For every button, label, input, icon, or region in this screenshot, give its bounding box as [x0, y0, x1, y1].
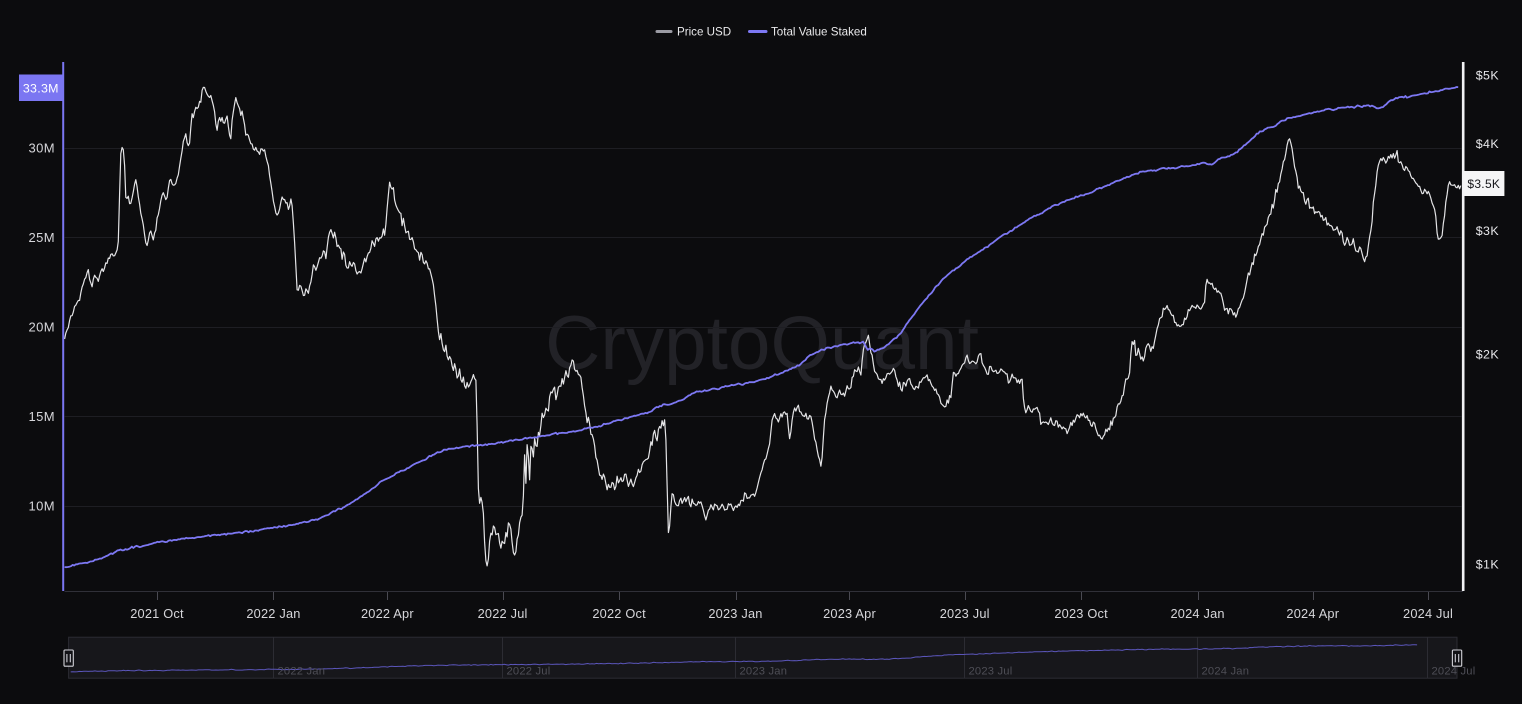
svg-text:2024 Jan: 2024 Jan	[1170, 606, 1224, 621]
svg-text:$4K: $4K	[1476, 137, 1500, 151]
svg-text:33.3M: 33.3M	[23, 82, 59, 96]
svg-text:15M: 15M	[29, 409, 56, 424]
svg-text:$5K: $5K	[1476, 69, 1500, 83]
svg-text:2022 Jan: 2022 Jan	[246, 606, 300, 621]
svg-text:2022 Jul: 2022 Jul	[478, 606, 528, 621]
svg-text:2022 Jan: 2022 Jan	[278, 666, 326, 678]
svg-text:2024 Jul: 2024 Jul	[1432, 666, 1476, 678]
svg-text:CryptoQuant: CryptoQuant	[545, 301, 979, 386]
svg-text:2024 Apr: 2024 Apr	[1286, 606, 1339, 621]
svg-text:2023 Apr: 2023 Apr	[823, 606, 876, 621]
svg-text:2023 Jul: 2023 Jul	[940, 606, 990, 621]
svg-text:2021 Oct: 2021 Oct	[130, 606, 184, 621]
svg-text:2022 Jul: 2022 Jul	[507, 666, 551, 678]
svg-text:Price USD: Price USD	[677, 26, 731, 39]
svg-text:2023 Jan: 2023 Jan	[708, 606, 762, 621]
svg-text:2023 Oct: 2023 Oct	[1054, 606, 1108, 621]
svg-text:10M: 10M	[29, 499, 56, 514]
svg-text:Total Value Staked: Total Value Staked	[771, 26, 867, 39]
svg-text:20M: 20M	[29, 320, 56, 335]
svg-text:2024 Jan: 2024 Jan	[1202, 666, 1250, 678]
svg-text:$2K: $2K	[1476, 348, 1500, 362]
svg-text:$3K: $3K	[1476, 224, 1500, 238]
svg-text:$1K: $1K	[1476, 558, 1500, 572]
svg-text:2023 Jan: 2023 Jan	[740, 666, 788, 678]
svg-text:$3.5K: $3.5K	[1467, 177, 1500, 191]
svg-text:2022 Apr: 2022 Apr	[361, 606, 414, 621]
svg-text:30M: 30M	[29, 141, 56, 156]
svg-text:2022 Oct: 2022 Oct	[592, 606, 646, 621]
svg-text:2024 Jul: 2024 Jul	[1403, 606, 1453, 621]
svg-text:2023 Jul: 2023 Jul	[969, 666, 1013, 678]
svg-text:25M: 25M	[29, 230, 56, 245]
